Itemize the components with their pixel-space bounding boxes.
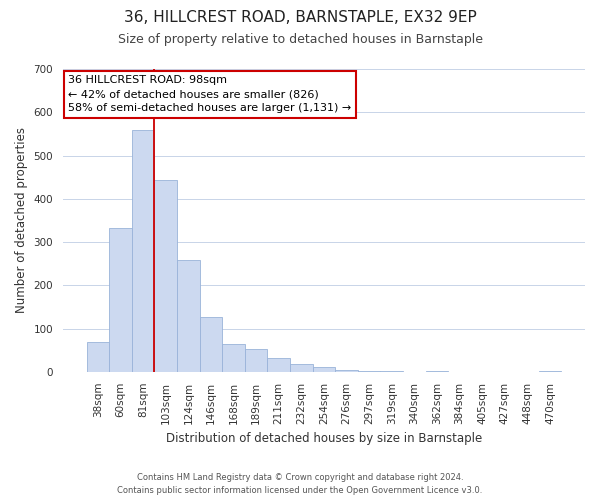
Bar bbox=[200, 317, 222, 372]
Bar bbox=[154, 180, 177, 372]
Bar bbox=[539, 370, 561, 372]
Bar bbox=[177, 260, 200, 372]
Bar bbox=[132, 130, 154, 372]
Bar bbox=[335, 370, 358, 372]
Text: 36 HILLCREST ROAD: 98sqm
← 42% of detached houses are smaller (826)
58% of semi-: 36 HILLCREST ROAD: 98sqm ← 42% of detach… bbox=[68, 75, 352, 113]
Text: Size of property relative to detached houses in Barnstaple: Size of property relative to detached ho… bbox=[118, 32, 482, 46]
Bar bbox=[268, 358, 290, 372]
Bar bbox=[358, 371, 380, 372]
Text: Contains HM Land Registry data © Crown copyright and database right 2024.
Contai: Contains HM Land Registry data © Crown c… bbox=[118, 474, 482, 495]
Bar bbox=[109, 228, 132, 372]
X-axis label: Distribution of detached houses by size in Barnstaple: Distribution of detached houses by size … bbox=[166, 432, 482, 445]
Bar bbox=[313, 366, 335, 372]
Bar bbox=[222, 344, 245, 372]
Bar bbox=[290, 364, 313, 372]
Y-axis label: Number of detached properties: Number of detached properties bbox=[15, 128, 28, 314]
Text: 36, HILLCREST ROAD, BARNSTAPLE, EX32 9EP: 36, HILLCREST ROAD, BARNSTAPLE, EX32 9EP bbox=[124, 10, 476, 25]
Bar bbox=[86, 342, 109, 372]
Bar bbox=[245, 350, 268, 372]
